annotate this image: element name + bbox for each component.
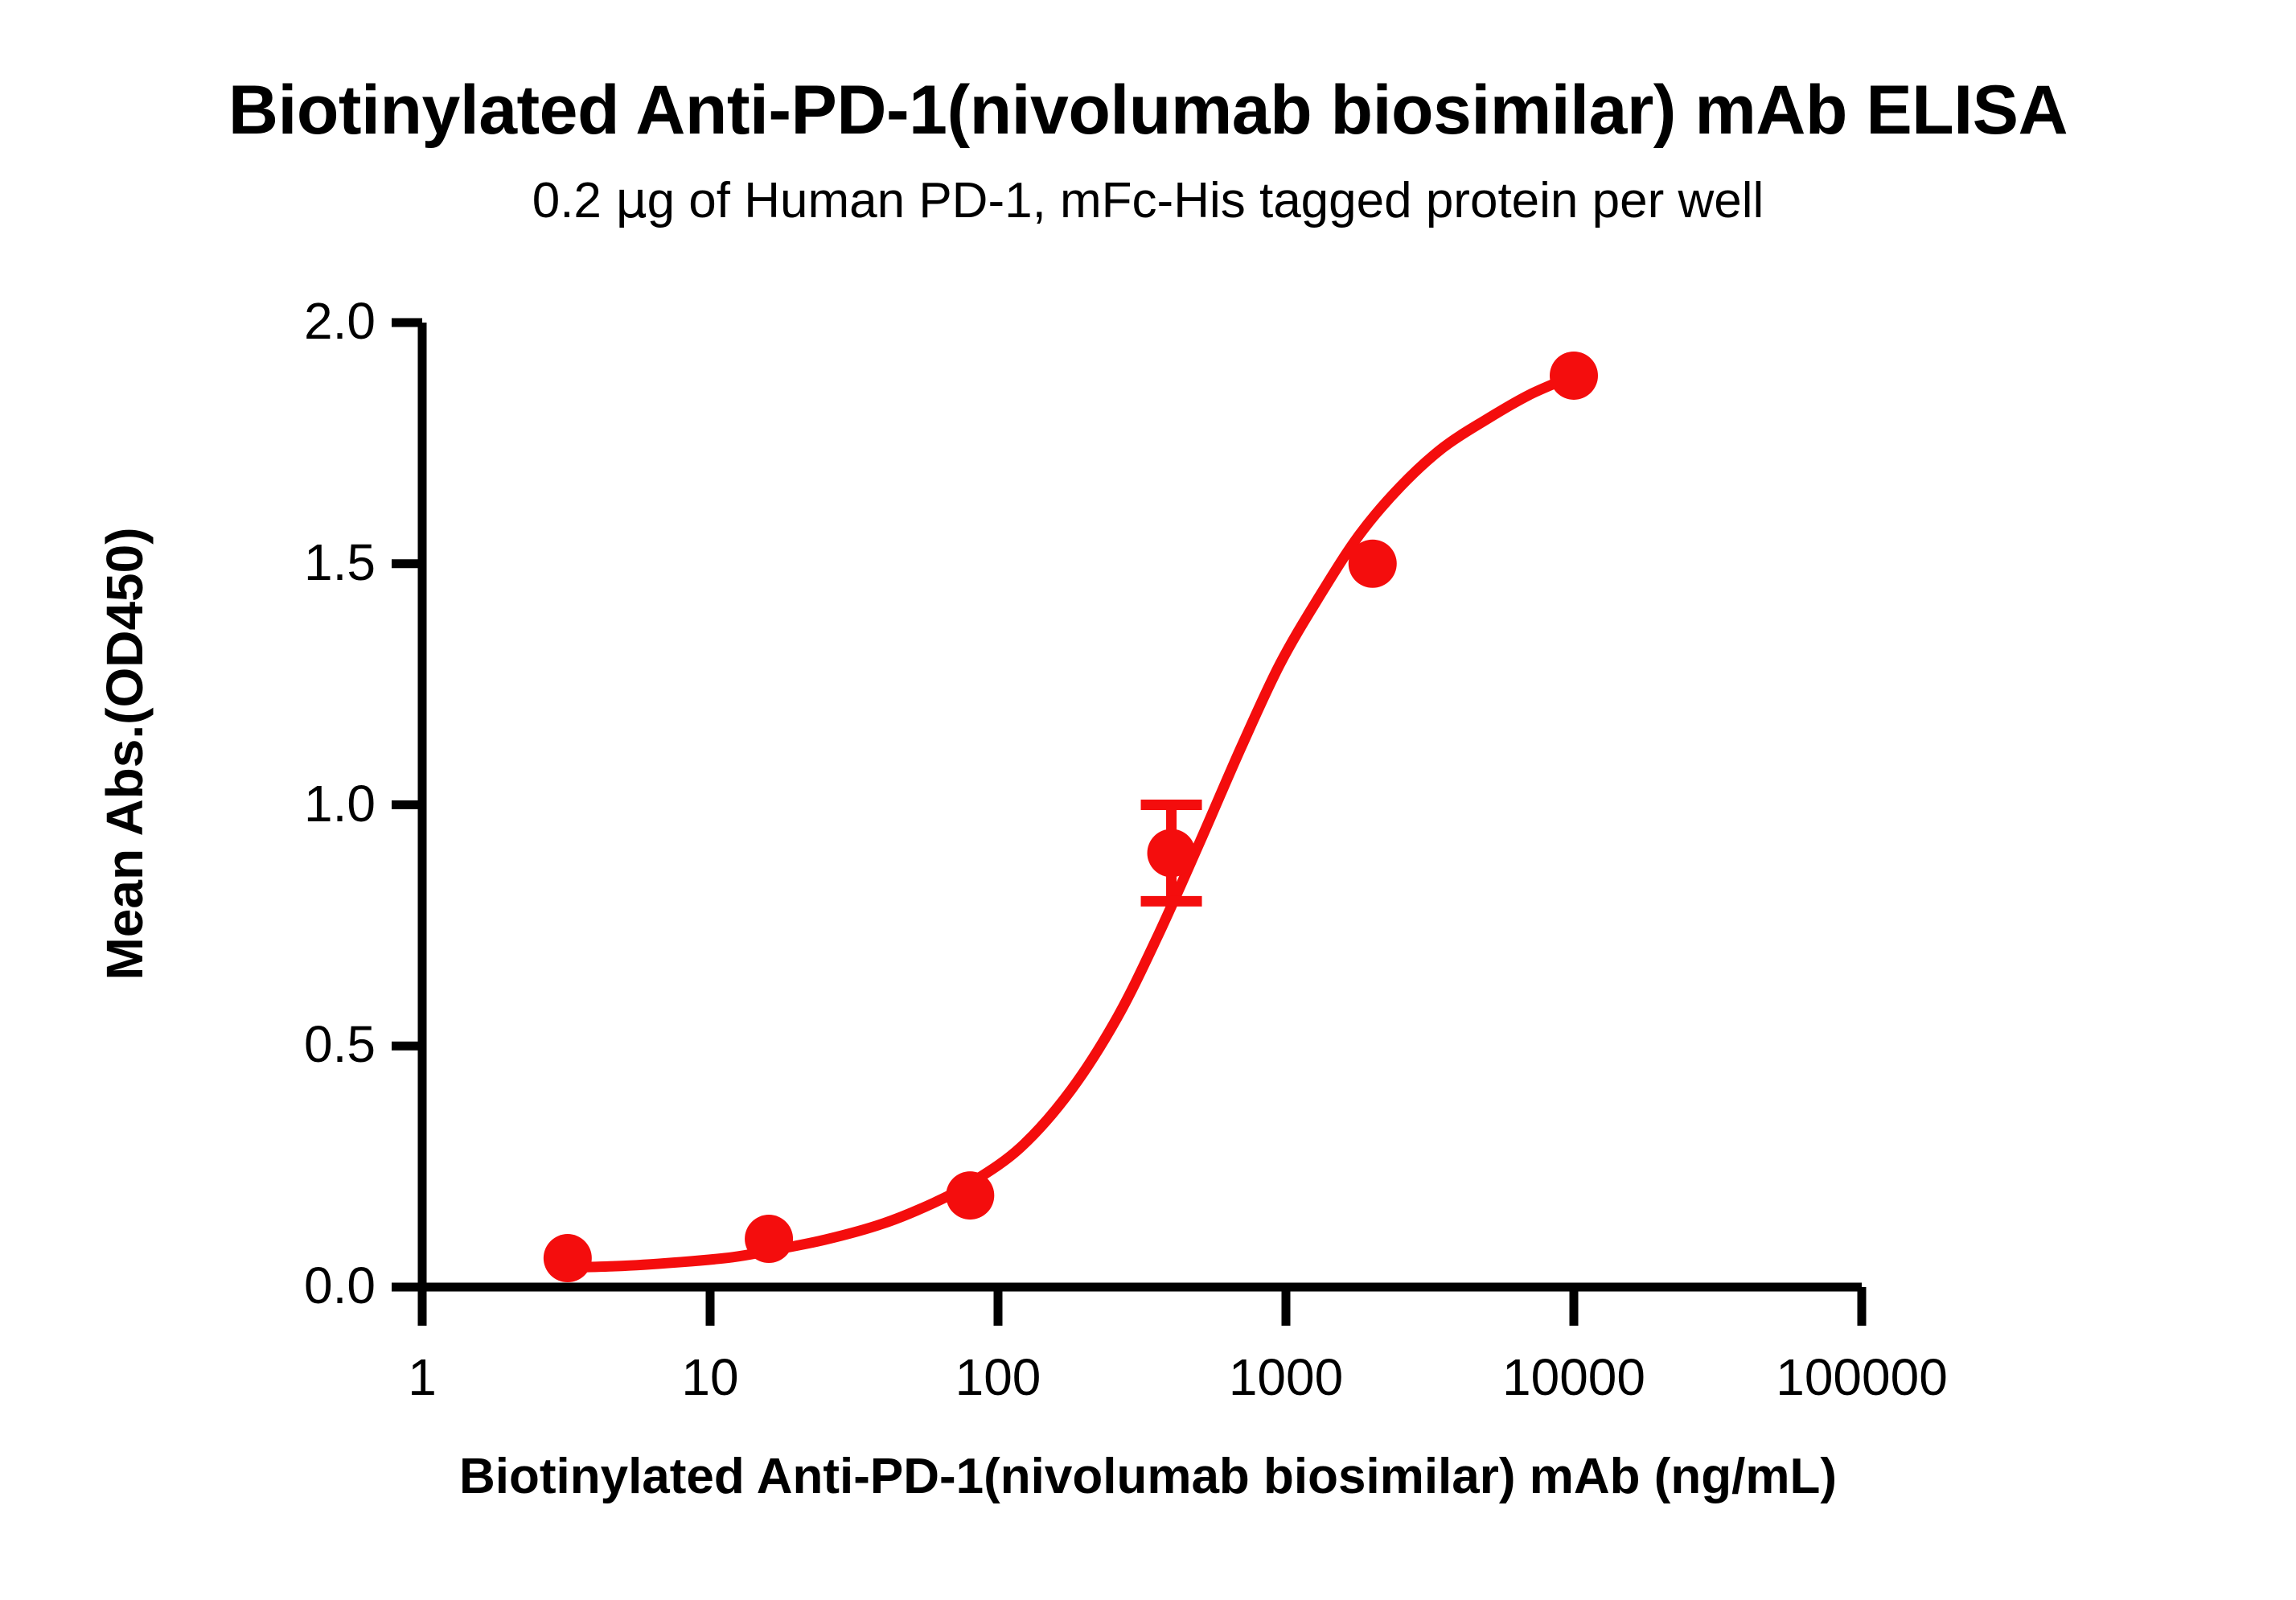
y-tick-label-4: 2.0: [304, 292, 376, 350]
data-point-5: [1550, 351, 1598, 400]
y-tick-label-3: 1.5: [304, 533, 376, 591]
y-tick-label-0: 0.0: [304, 1257, 376, 1314]
y-tick-label-2: 1.0: [304, 774, 376, 833]
axes: [392, 318, 1867, 1326]
subtitle-suffix: g of Human PD-1, mFc-His tagged protein …: [647, 173, 1764, 228]
data-points: [543, 351, 1598, 1283]
data-point-3: [1147, 829, 1196, 878]
x-tick-label-5: 100000: [1776, 1348, 1948, 1406]
x-axis-label: Biotinylated Anti-PD-1(nivolumab biosimi…: [458, 1449, 1838, 1504]
mu-symbol: μ: [615, 171, 647, 229]
data-point-2: [946, 1171, 995, 1220]
x-tick-label-2: 100: [955, 1348, 1041, 1406]
fit-curve: [554, 370, 1579, 1273]
chart-subtitle: 0.2 μg of Human PD-1, mFc-His tagged pro…: [0, 171, 2296, 229]
x-tick-label-4: 10000: [1502, 1348, 1645, 1406]
x-tick-label-1: 10: [681, 1348, 739, 1406]
subtitle-prefix: 0.2: [532, 173, 616, 228]
x-tick-label-0: 1: [408, 1348, 437, 1406]
data-point-4: [1348, 539, 1397, 588]
y-tick-label-1: 0.5: [304, 1015, 376, 1074]
data-point-1: [745, 1215, 794, 1264]
data-point-0: [543, 1234, 592, 1283]
chart-title: Biotinylated Anti-PD-1(nivolumab biosimi…: [228, 72, 2068, 149]
fit-curve-path: [554, 370, 1579, 1273]
x-tick-label-3: 1000: [1228, 1348, 1344, 1406]
